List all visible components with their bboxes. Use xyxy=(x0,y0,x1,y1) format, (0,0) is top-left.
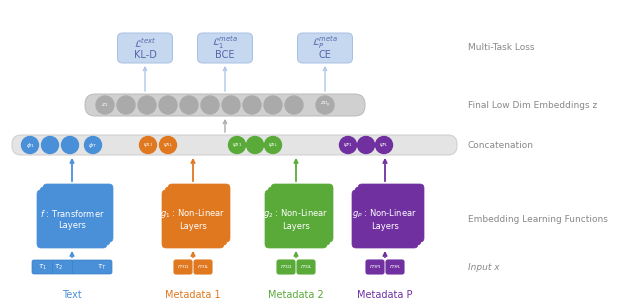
Text: Embedding Learning Functions: Embedding Learning Functions xyxy=(468,215,608,224)
Circle shape xyxy=(159,96,177,114)
Text: $\mathcal{L}^{text}$: $\mathcal{L}^{text}$ xyxy=(134,36,156,49)
FancyBboxPatch shape xyxy=(165,187,227,245)
Text: Text: Text xyxy=(62,290,82,300)
Circle shape xyxy=(285,96,303,114)
FancyBboxPatch shape xyxy=(297,260,315,274)
FancyBboxPatch shape xyxy=(352,190,418,248)
Text: $\mathcal{L}_P^{meta}$: $\mathcal{L}_P^{meta}$ xyxy=(312,34,338,51)
Text: $\phi_1$: $\phi_1$ xyxy=(26,141,35,149)
FancyBboxPatch shape xyxy=(265,190,327,248)
FancyBboxPatch shape xyxy=(85,94,365,116)
Circle shape xyxy=(358,136,374,154)
FancyBboxPatch shape xyxy=(277,260,295,274)
FancyBboxPatch shape xyxy=(268,187,330,245)
Circle shape xyxy=(117,96,135,114)
Circle shape xyxy=(228,136,246,154)
FancyBboxPatch shape xyxy=(386,260,404,274)
Text: Input x: Input x xyxy=(468,262,500,271)
Text: $\tau_2$: $\tau_2$ xyxy=(54,262,63,271)
FancyBboxPatch shape xyxy=(366,260,384,274)
Text: Final Low Dim Embeddings z: Final Low Dim Embeddings z xyxy=(468,101,597,109)
FancyBboxPatch shape xyxy=(298,33,353,63)
Text: $\psi_{11}$: $\psi_{11}$ xyxy=(143,141,153,149)
Circle shape xyxy=(264,96,282,114)
Circle shape xyxy=(84,136,102,154)
Circle shape xyxy=(96,96,114,114)
FancyBboxPatch shape xyxy=(12,135,457,155)
Text: $g_P$ : Non-Linear
Layers: $g_P$ : Non-Linear Layers xyxy=(353,207,417,231)
Text: KL-D: KL-D xyxy=(134,50,156,60)
Text: $\psi_{1L}$: $\psi_{1L}$ xyxy=(163,141,173,149)
Circle shape xyxy=(316,96,334,114)
FancyBboxPatch shape xyxy=(358,184,424,242)
Text: $g_2$ : Non-Linear
Layers: $g_2$ : Non-Linear Layers xyxy=(264,207,328,231)
Circle shape xyxy=(42,136,58,154)
FancyBboxPatch shape xyxy=(168,184,230,242)
Circle shape xyxy=(376,136,392,154)
Text: CE: CE xyxy=(319,50,332,60)
Text: $z_1$: $z_1$ xyxy=(101,101,109,109)
Text: Metadata 1: Metadata 1 xyxy=(165,290,221,300)
Text: $f$ : Transformer
Layers: $f$ : Transformer Layers xyxy=(40,208,104,230)
FancyBboxPatch shape xyxy=(37,190,107,248)
Circle shape xyxy=(222,96,240,114)
Circle shape xyxy=(264,136,282,154)
Text: $\psi_{2L}$: $\psi_{2L}$ xyxy=(268,141,278,149)
Circle shape xyxy=(61,136,79,154)
Text: $\tau_T$: $\tau_T$ xyxy=(97,262,107,271)
Text: $\psi_{P1}$: $\psi_{P1}$ xyxy=(343,141,353,149)
Text: $z_{D_g}$: $z_{D_g}$ xyxy=(320,100,330,110)
Text: $m_{P1}$: $m_{P1}$ xyxy=(369,263,382,271)
FancyBboxPatch shape xyxy=(32,260,112,274)
FancyBboxPatch shape xyxy=(118,33,173,63)
Circle shape xyxy=(140,136,157,154)
Circle shape xyxy=(22,136,38,154)
Text: Concatenation: Concatenation xyxy=(468,141,534,149)
FancyBboxPatch shape xyxy=(43,184,113,242)
Text: $\psi_{PL}$: $\psi_{PL}$ xyxy=(379,141,389,149)
Text: $\mathcal{L}_1^{meta}$: $\mathcal{L}_1^{meta}$ xyxy=(212,34,238,51)
Text: $g_1$ : Non-Linear
Layers: $g_1$ : Non-Linear Layers xyxy=(161,207,226,231)
Text: $m_{1L}$: $m_{1L}$ xyxy=(197,263,210,271)
FancyBboxPatch shape xyxy=(198,33,253,63)
Text: Multi-Task Loss: Multi-Task Loss xyxy=(468,44,534,52)
FancyBboxPatch shape xyxy=(40,187,110,245)
Text: $m_{11}$: $m_{11}$ xyxy=(177,263,190,271)
Circle shape xyxy=(339,136,356,154)
Circle shape xyxy=(180,96,198,114)
Text: Metadata 2: Metadata 2 xyxy=(268,290,324,300)
Text: Metadata P: Metadata P xyxy=(357,290,413,300)
Circle shape xyxy=(159,136,177,154)
FancyBboxPatch shape xyxy=(194,260,212,274)
Text: $m_{2L}$: $m_{2L}$ xyxy=(300,263,313,271)
Text: $m_{PL}$: $m_{PL}$ xyxy=(389,263,402,271)
Text: $\phi_T$: $\phi_T$ xyxy=(88,141,97,149)
Text: BCE: BCE xyxy=(215,50,235,60)
FancyBboxPatch shape xyxy=(162,190,224,248)
FancyBboxPatch shape xyxy=(355,187,421,245)
Text: $\psi_{21}$: $\psi_{21}$ xyxy=(232,141,242,149)
Circle shape xyxy=(201,96,219,114)
Circle shape xyxy=(138,96,156,114)
Text: $\tau_1$: $\tau_1$ xyxy=(38,262,47,271)
Circle shape xyxy=(246,136,264,154)
FancyBboxPatch shape xyxy=(271,184,333,242)
Circle shape xyxy=(243,96,261,114)
Text: $m_{21}$: $m_{21}$ xyxy=(280,263,293,271)
FancyBboxPatch shape xyxy=(174,260,192,274)
